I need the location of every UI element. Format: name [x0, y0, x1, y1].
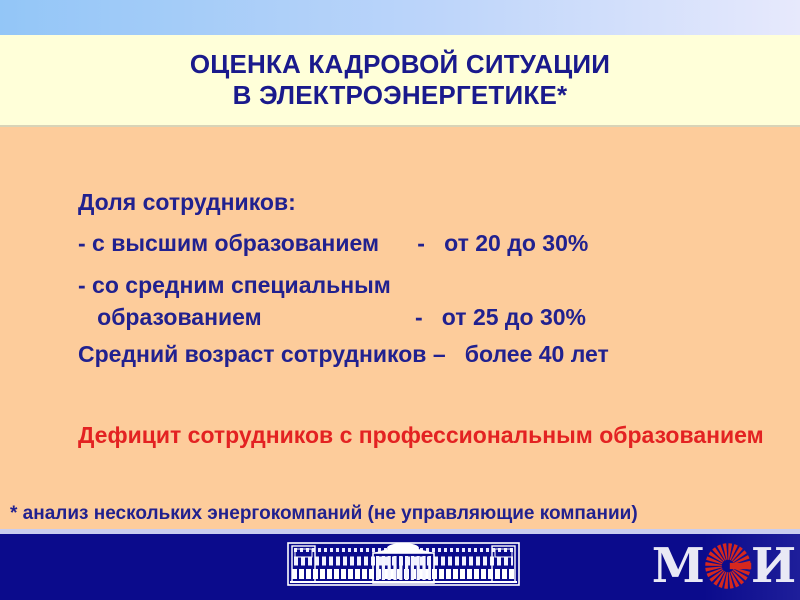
body-heading: Доля сотрудников: — [78, 189, 296, 215]
footer-separator-line — [0, 529, 800, 534]
mpei-logo-letter-m: М — [651, 538, 705, 594]
mpei-building-icon — [287, 540, 520, 592]
content-area — [0, 127, 800, 529]
footnote: * анализ нескольких энергокомпаний (не у… — [10, 503, 638, 524]
slide-title-line2: В ЭЛЕКТРОЭНЕРГЕТИКЕ* — [232, 80, 568, 110]
title-band: ОЦЕНКА КАДРОВОЙ СИТУАЦИИ В ЭЛЕКТРОЭНЕРГЕ… — [0, 35, 800, 127]
body-deficit-statement: Дефицит сотрудников с профессиональным о… — [78, 422, 764, 448]
turbine-icon — [703, 541, 753, 591]
body-average-age: Средний возраст сотрудников – более 40 л… — [78, 341, 609, 367]
body-item-secondary-line2: образованием - от 25 до 30% — [78, 304, 586, 330]
mpei-logo: М И — [652, 540, 797, 592]
mpei-logo-letter-i: И — [750, 538, 797, 594]
body-item-secondary-line1: - со средним специальным — [78, 272, 391, 298]
slide-title-line1: ОЦЕНКА КАДРОВОЙ СИТУАЦИИ — [189, 49, 611, 79]
top-accent-band — [0, 0, 800, 35]
body-item-higher-education: - с высшим образованием - от 20 до 30% — [78, 230, 589, 256]
